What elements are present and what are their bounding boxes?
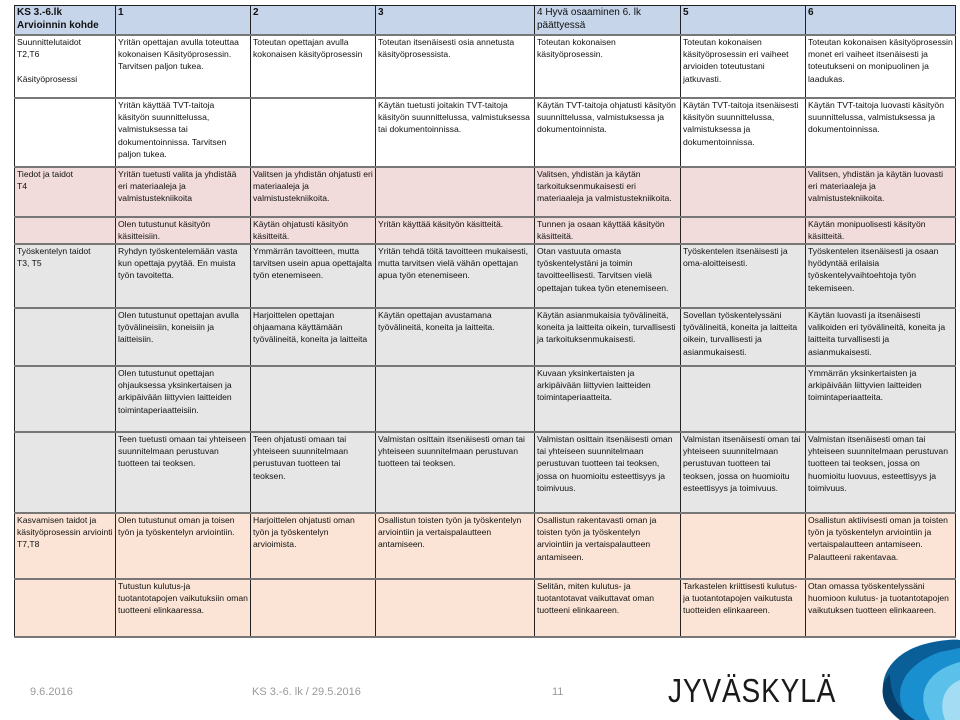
- header-level-4: 4 Hyvä osaaminen 6. lk päättyessä: [534, 5, 681, 35]
- level-5-cell: Työskentelen itsenäisesti ja oma-aloitte…: [680, 243, 806, 308]
- level-3-cell: [375, 578, 535, 637]
- table-row: Kasvamisen taidot ja käsityöprosessin ar…: [14, 512, 956, 579]
- level-2-cell: Käytän ohjatusti käsityön käsitteitä.: [250, 216, 376, 244]
- table-row: Tutustun kulutus-ja tuotantotapojen vaik…: [14, 578, 956, 637]
- level-4-cell: Käytän asianmukaisia työvälineitä, konei…: [534, 307, 681, 366]
- header-criterion: KS 3.-6.lk Arvioinnin kohde: [14, 5, 116, 35]
- level-1-cell: Ryhdyn työskentelemään vasta kun opettaj…: [115, 243, 251, 308]
- criterion-cell: Tiedot ja taidot T4: [14, 166, 116, 217]
- level-5-cell: [680, 166, 806, 217]
- level-2-cell: Harjoittelen ohjatusti oman työn ja työs…: [250, 512, 376, 579]
- level-3-cell: Osallistun toisten työn ja työskentelyn …: [375, 512, 535, 579]
- level-4-cell: Osallistun rakentavasti oman ja toisten …: [534, 512, 681, 579]
- level-6-cell: Käytän TVT-taitoja luovasti käsityön suu…: [805, 97, 956, 167]
- level-5-cell: Käytän TVT-taitoja itsenäisesti käsityön…: [680, 97, 806, 167]
- level-3-cell: Valmistan osittain itsenäisesti oman tai…: [375, 431, 535, 513]
- level-5-cell: Valmistan itsenäisesti oman tai yhteisee…: [680, 431, 806, 513]
- level-5-cell: [680, 512, 806, 579]
- level-1-cell: Olen tutustunut opettajan avulla työväli…: [115, 307, 251, 366]
- criterion-cell: [14, 578, 116, 637]
- table-row: Olen tutustunut käsityön käsitteisiin. Kä…: [14, 216, 956, 244]
- level-6-cell: Valmistan itsenäisesti oman tai yhteisee…: [805, 431, 956, 513]
- level-5-cell: Sovellan työskentelyssäni työvälineitä, …: [680, 307, 806, 366]
- criterion-cell: Kasvamisen taidot ja käsityöprosessin ar…: [14, 512, 116, 579]
- criterion-cell: [14, 307, 116, 366]
- level-3-cell: Käytän opettajan avustamana työvälineitä…: [375, 307, 535, 366]
- level-2-cell: [250, 578, 376, 637]
- table-row: Yritän käyttää TVT-taitoja käsityön suun…: [14, 97, 956, 167]
- level-2-cell: Ymmärrän tavoitteen, mutta tarvitsen use…: [250, 243, 376, 308]
- level-2-cell: Harjoittelen opettajan ohjaamana käyttäm…: [250, 307, 376, 366]
- level-6-cell: Otan omassa työskentelyssäni huomioon ku…: [805, 578, 956, 637]
- level-4-cell: Kuvaan yksinkertaisten ja arkipäivään li…: [534, 365, 681, 432]
- level-5-cell: [680, 365, 806, 432]
- criterion-cell: [14, 216, 116, 244]
- level-4-cell: Selitän, miten kulutus- ja tuotantotavat…: [534, 578, 681, 637]
- level-4-cell: Valmistan osittain itsenäisesti oman tai…: [534, 431, 681, 513]
- header-row: KS 3.-6.lk Arvioinnin kohde 1 2 3 4 Hyvä osa…: [14, 5, 956, 35]
- level-6-cell: Käytän monipuolisesti käsityön käsitteit…: [805, 216, 956, 244]
- level-2-cell: [250, 365, 376, 432]
- header-level-2: 2: [250, 5, 376, 35]
- level-6-cell: Toteutan kokonaisen käsityöprosessin mon…: [805, 34, 956, 98]
- criterion-cell: Työskentelyn taidot T3, T5: [14, 243, 116, 308]
- footer-title: KS 3.-6. lk / 29.5.2016: [252, 686, 361, 698]
- level-3-cell: Toteutan itsenäisesti osia annetusta käs…: [375, 34, 535, 98]
- assessment-table: KS 3.-6.lk Arvioinnin kohde 1 2 3 4 Hyvä osa…: [14, 5, 956, 638]
- level-4-cell: Käytän TVT-taitoja ohjatusti käsityön su…: [534, 97, 681, 167]
- level-5-cell: Tarkastelen kriittisesti kulutus- ja tuo…: [680, 578, 806, 637]
- level-6-cell: Valitsen, yhdistän ja käytän luovasti er…: [805, 166, 956, 217]
- header-level-1: 1: [115, 5, 251, 35]
- table-row: Työskentelyn taidot T3, T5 Ryhdyn työsken…: [14, 243, 956, 308]
- level-5-cell: [680, 216, 806, 244]
- header-level-5: 5: [680, 5, 806, 35]
- level-6-cell: Ymmärrän yksinkertaisten ja arkipäivään …: [805, 365, 956, 432]
- level-1-cell: Yritän tuetusti valita ja yhdistää eri m…: [115, 166, 251, 217]
- level-1-cell: Olen tutustunut käsityön käsitteisiin.: [115, 216, 251, 244]
- level-1-cell: Yritän opettajan avulla toteuttaa kokona…: [115, 34, 251, 98]
- level-3-cell: Yritän tehdä töitä tavoitteen mukaisesti…: [375, 243, 535, 308]
- level-2-cell: [250, 97, 376, 167]
- level-6-cell: Osallistun aktiivisesti oman ja toisten …: [805, 512, 956, 579]
- table-row: Teen tuetusti omaan tai yhteiseen suunni…: [14, 431, 956, 513]
- level-4-cell: Toteutan kokonaisen käsityöprosessin.: [534, 34, 681, 98]
- criterion-cell: Suunnittelutaidot T2,T6 Käsityöprosessi: [14, 34, 116, 98]
- level-4-cell: Tunnen ja osaan käyttää käsityön käsitte…: [534, 216, 681, 244]
- jyvaskyla-logo-icon: [882, 639, 960, 720]
- level-2-cell: Toteutan opettajan avulla kokonaisen käs…: [250, 34, 376, 98]
- jyvaskyla-logo-text: JYVÄSKYLÄ: [668, 672, 837, 709]
- footer-date: 9.6.2016: [30, 686, 73, 698]
- level-1-cell: Yritän käyttää TVT-taitoja käsityön suun…: [115, 97, 251, 167]
- level-1-cell: Tutustun kulutus-ja tuotantotapojen vaik…: [115, 578, 251, 637]
- level-2-cell: Teen ohjatusti omaan tai yhteiseen suunn…: [250, 431, 376, 513]
- table-row: Tiedot ja taidot T4 Yritän tuetusti valit…: [14, 166, 956, 217]
- level-6-cell: Käytän luovasti ja itsenäisesti valikoid…: [805, 307, 956, 366]
- level-1-cell: Teen tuetusti omaan tai yhteiseen suunni…: [115, 431, 251, 513]
- level-3-cell: Käytän tuetusti joitakin TVT-taitoja käs…: [375, 97, 535, 167]
- level-4-cell: Otan vastuuta omasta työskentelystäni ja…: [534, 243, 681, 308]
- header-level-3: 3: [375, 5, 535, 35]
- level-3-cell: Yritän käyttää käsityön käsitteitä.: [375, 216, 535, 244]
- level-1-cell: Olen tutustunut opettajan ohjauksessa yk…: [115, 365, 251, 432]
- table-row: Olen tutustunut opettajan avulla työväli…: [14, 307, 956, 366]
- criterion-cell: [14, 365, 116, 432]
- level-3-cell: [375, 166, 535, 217]
- table-row: Olen tutustunut opettajan ohjauksessa yk…: [14, 365, 956, 432]
- criterion-cell: [14, 97, 116, 167]
- page-number: 11: [552, 686, 564, 698]
- level-6-cell: Työskentelen itsenäisesti ja osaan hyödy…: [805, 243, 956, 308]
- level-5-cell: Toteutan kokonaisen käsityöprosessin eri…: [680, 34, 806, 98]
- level-3-cell: [375, 365, 535, 432]
- criterion-cell: [14, 431, 116, 513]
- level-2-cell: Valitsen ja yhdistän ohjatusti eri mater…: [250, 166, 376, 217]
- level-1-cell: Olen tutustunut oman ja toisen työn ja t…: [115, 512, 251, 579]
- level-4-cell: Valitsen, yhdistän ja käytän tarkoitukse…: [534, 166, 681, 217]
- header-level-6: 6: [805, 5, 956, 35]
- table-row: Suunnittelutaidot T2,T6 Käsityöprosessi Y…: [14, 34, 956, 98]
